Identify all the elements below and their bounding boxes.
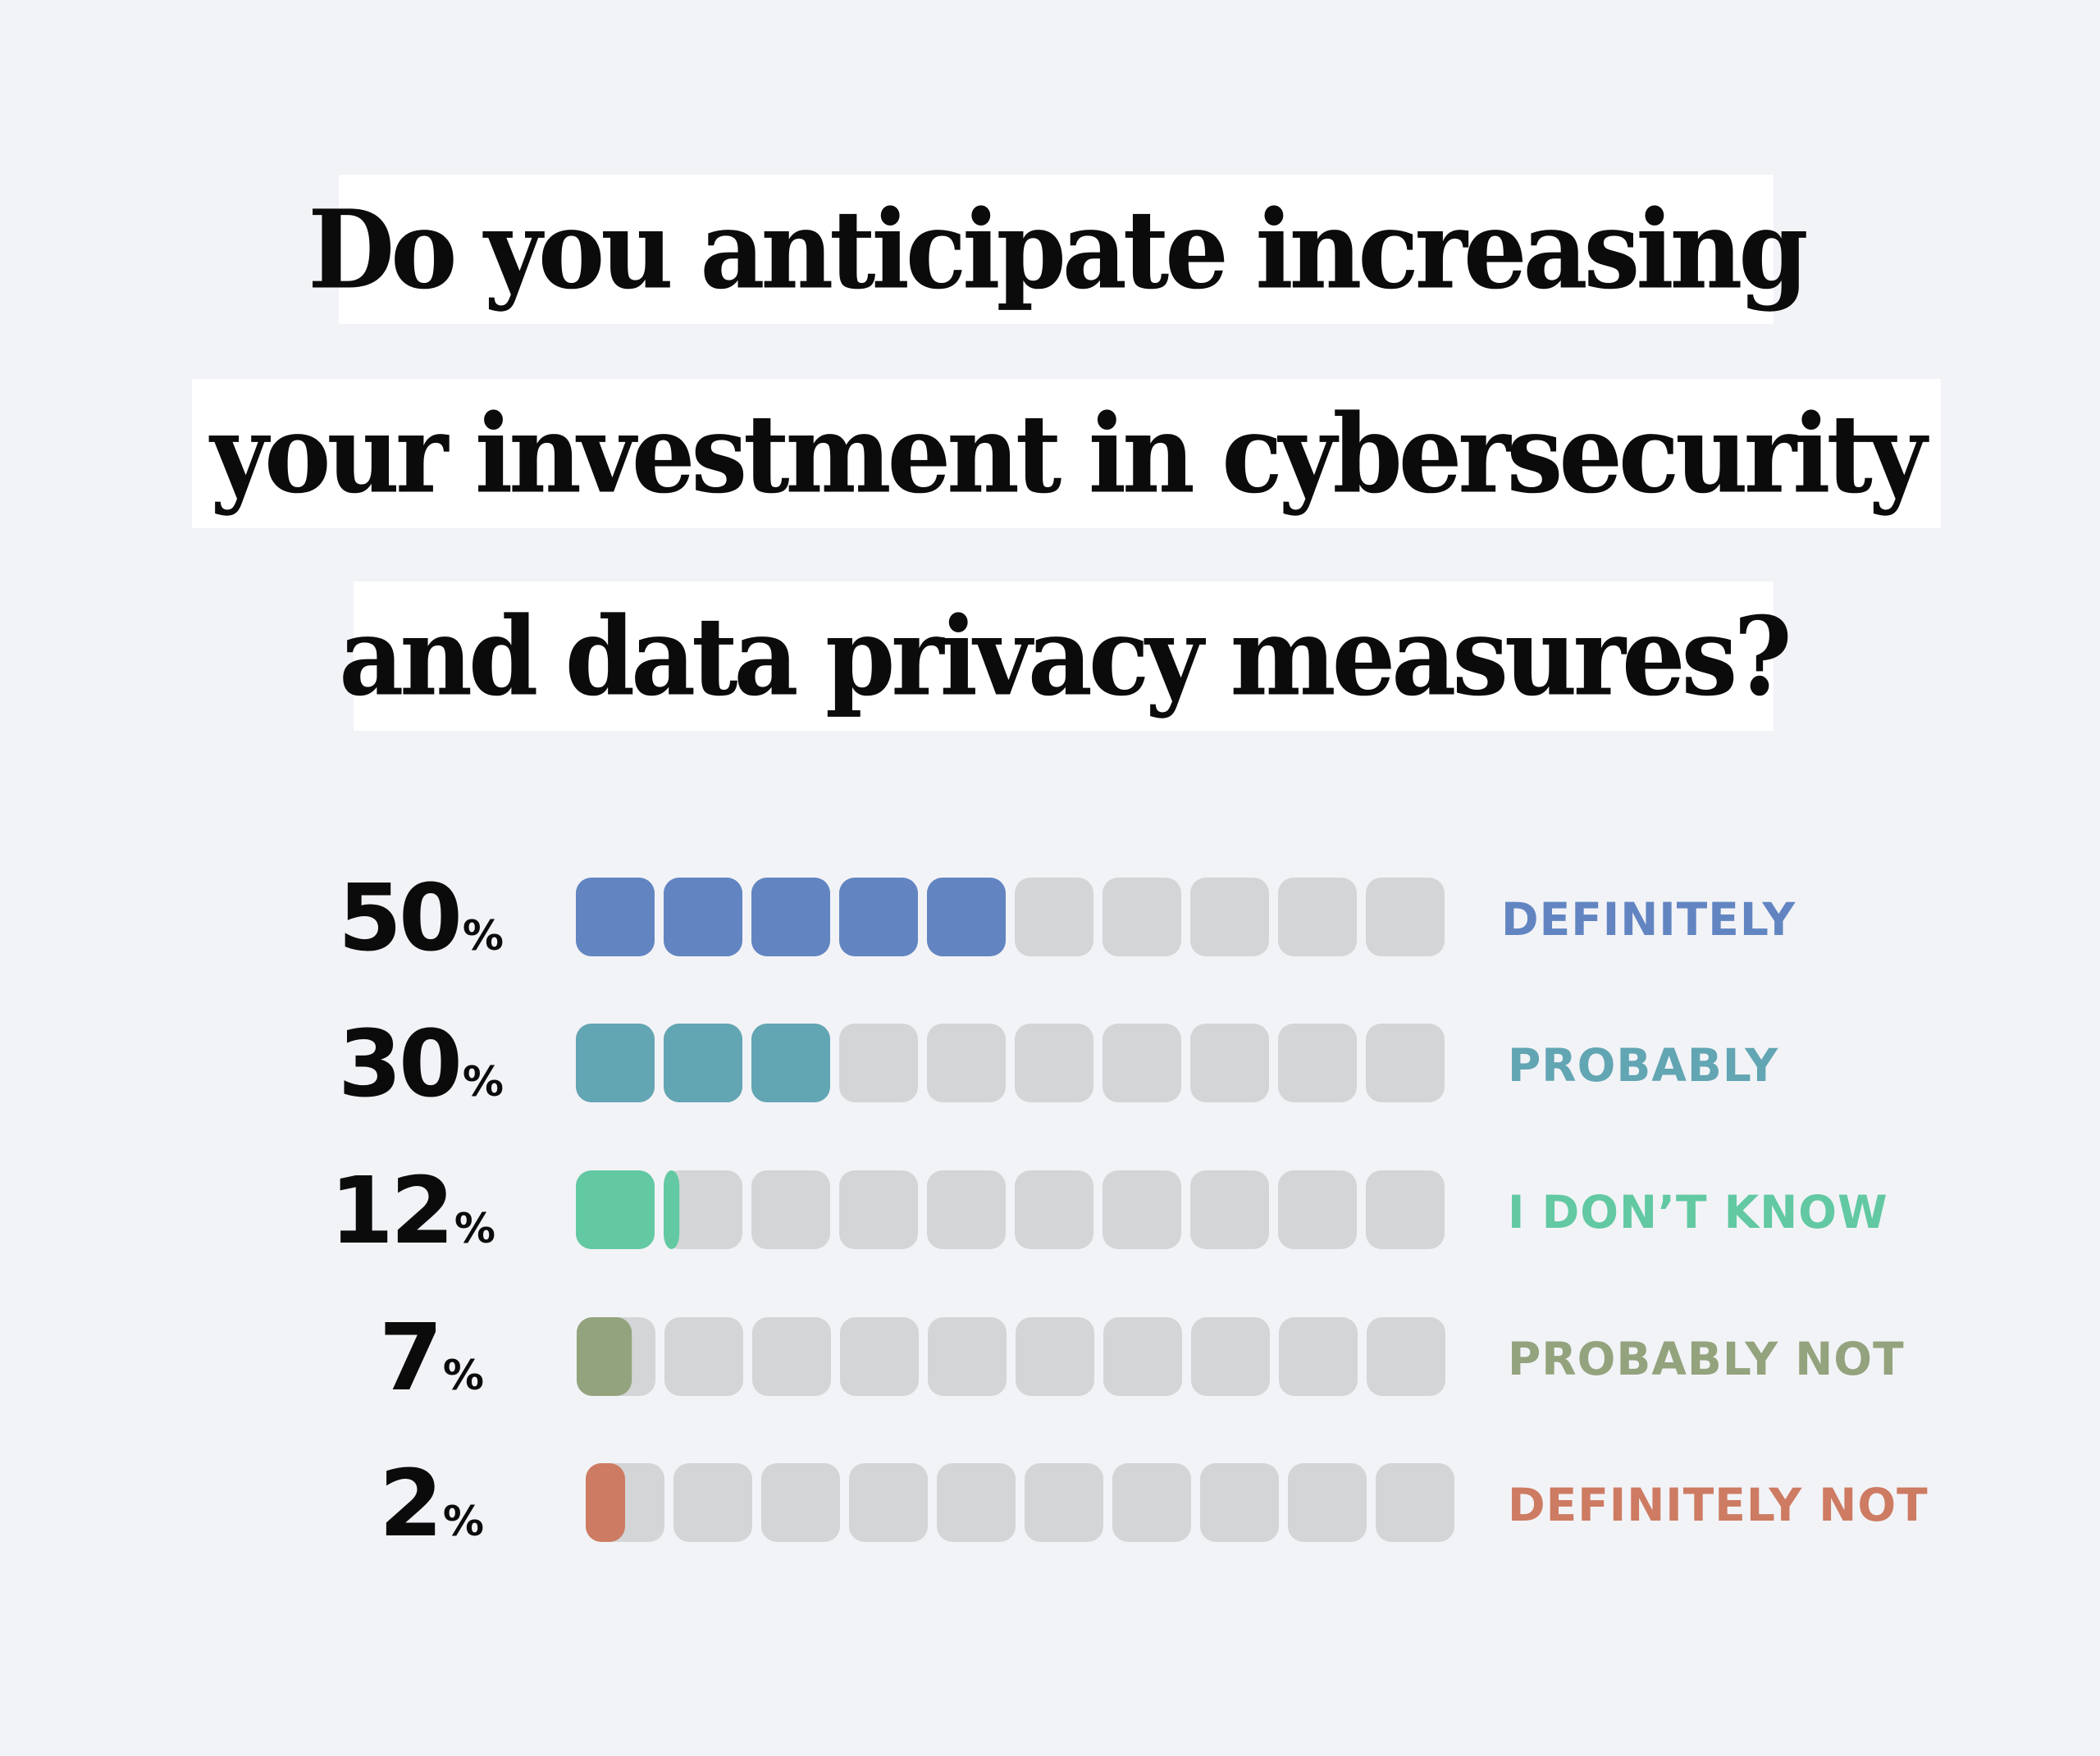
empty-cell	[840, 1317, 919, 1396]
empty-cell	[1015, 1024, 1093, 1102]
empty-cell	[761, 1463, 840, 1542]
empty-cell	[839, 1024, 918, 1102]
empty-cell	[1190, 1170, 1269, 1249]
empty-cell	[927, 1170, 1006, 1249]
empty-cell	[1288, 1463, 1367, 1542]
empty-cell	[937, 1463, 1016, 1542]
empty-cell	[927, 1024, 1006, 1102]
filled-cell	[664, 1170, 680, 1249]
empty-cell	[1376, 1463, 1454, 1542]
filled-cell	[576, 878, 655, 956]
category-label: PROBABLY	[1508, 1039, 1778, 1092]
filled-cell	[751, 1024, 830, 1102]
value-label: 2%	[379, 1451, 484, 1558]
empty-cell	[849, 1463, 928, 1542]
category-label: DEFINITELY	[1501, 893, 1796, 946]
filled-cell	[927, 878, 1006, 956]
title-line-1: Do you anticipate increasing	[308, 175, 1809, 324]
category-label: DEFINITELY NOT	[1508, 1479, 1929, 1531]
category-label: PROBABLY NOT	[1508, 1333, 1905, 1385]
empty-cell	[1190, 878, 1269, 956]
empty-cell	[1102, 878, 1181, 956]
empty-cell	[1200, 1463, 1279, 1542]
filled-cell	[576, 1170, 655, 1249]
empty-cell	[664, 1317, 743, 1396]
empty-cell	[1278, 1170, 1357, 1249]
value-unit: %	[463, 912, 504, 960]
bar-fill-1	[576, 878, 1006, 956]
filled-cell	[839, 878, 918, 956]
empty-cell	[1279, 1317, 1358, 1396]
filled-cell	[577, 1317, 632, 1396]
empty-cell	[839, 1170, 918, 1249]
title-line-3: and data privacy measures?	[339, 582, 1792, 731]
filled-cell	[586, 1463, 625, 1542]
value-label: 30%	[338, 1011, 504, 1118]
value-unit: %	[443, 1498, 484, 1545]
empty-cell	[1366, 1024, 1445, 1102]
value-label: 50%	[338, 865, 504, 972]
empty-cell	[1102, 1024, 1181, 1102]
bar-fill-2	[576, 1024, 830, 1102]
empty-cell	[751, 1170, 830, 1249]
value-number: 7	[379, 1305, 440, 1412]
empty-cell	[1191, 1317, 1270, 1396]
filled-cell	[751, 878, 830, 956]
value-label: 12%	[330, 1158, 495, 1265]
empty-cell	[1016, 1317, 1094, 1396]
value-unit: %	[463, 1058, 504, 1106]
value-unit: %	[454, 1205, 495, 1252]
empty-cell	[1366, 1170, 1445, 1249]
filled-cell	[576, 1024, 655, 1102]
value-number: 12	[330, 1158, 451, 1265]
bar-fill-3	[576, 1170, 680, 1249]
empty-cell	[1278, 1024, 1357, 1102]
value-unit: %	[443, 1352, 484, 1399]
value-number: 2	[379, 1451, 440, 1558]
empty-cell	[673, 1463, 752, 1542]
empty-cell	[1367, 1317, 1445, 1396]
filled-cell	[664, 1024, 742, 1102]
empty-cell	[1025, 1463, 1103, 1542]
value-number: 50	[338, 865, 459, 972]
bar-fill-5	[586, 1463, 625, 1542]
value-number: 30	[338, 1011, 459, 1118]
empty-cell	[1015, 878, 1093, 956]
empty-cell	[752, 1317, 831, 1396]
bar-fill-4	[577, 1317, 632, 1396]
empty-cell	[664, 1170, 742, 1249]
empty-cell	[1102, 1170, 1181, 1249]
empty-cell	[1103, 1317, 1182, 1396]
empty-cell	[1366, 878, 1445, 956]
category-label: I DON’T KNOW	[1508, 1186, 1888, 1238]
empty-cell	[1015, 1170, 1093, 1249]
value-label: 7%	[379, 1305, 484, 1412]
empty-cell	[928, 1317, 1007, 1396]
empty-cell	[1112, 1463, 1191, 1542]
title-line-2: your investment in cybersecurity	[192, 379, 1941, 528]
empty-cell	[1278, 878, 1357, 956]
filled-cell	[664, 878, 742, 956]
empty-cell	[1190, 1024, 1269, 1102]
